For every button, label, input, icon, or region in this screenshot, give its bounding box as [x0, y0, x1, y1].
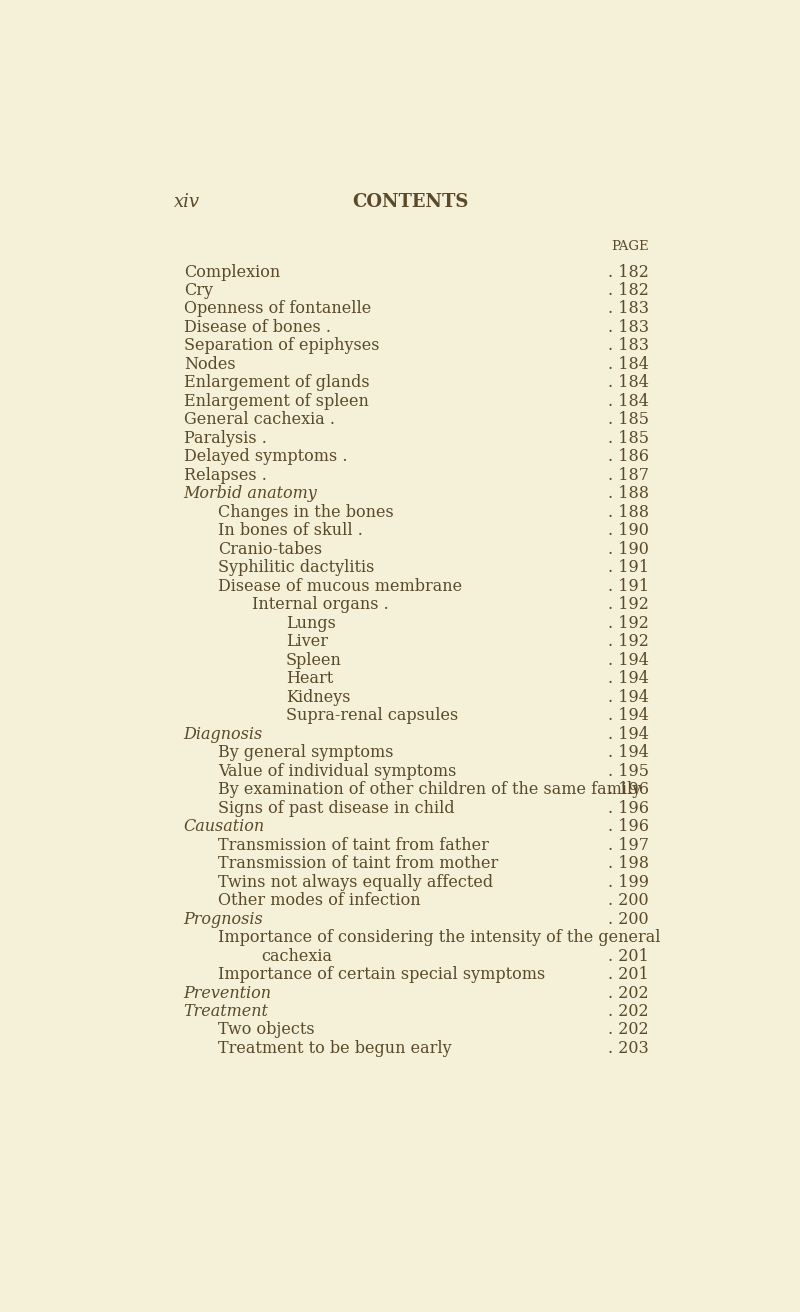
Text: . 188: . 188	[608, 485, 649, 502]
Text: Treatment: Treatment	[184, 1002, 269, 1019]
Text: . 199: . 199	[608, 874, 649, 891]
Text: Treatment to be begun early: Treatment to be begun early	[218, 1040, 451, 1057]
Text: Signs of past disease in child: Signs of past disease in child	[218, 799, 454, 816]
Text: . 198: . 198	[608, 855, 649, 872]
Text: . 200: . 200	[608, 911, 649, 928]
Text: Syphilitic dactylitis: Syphilitic dactylitis	[218, 559, 374, 576]
Text: Cranio-tabes: Cranio-tabes	[218, 541, 322, 558]
Text: Separation of epiphyses: Separation of epiphyses	[184, 337, 379, 354]
Text: Causation: Causation	[184, 819, 265, 836]
Text: . 191: . 191	[608, 577, 649, 594]
Text: . 196: . 196	[608, 819, 649, 836]
Text: Enlargement of spleen: Enlargement of spleen	[184, 392, 369, 409]
Text: . 190: . 190	[608, 541, 649, 558]
Text: Paralysis .: Paralysis .	[184, 430, 266, 447]
Text: In bones of skull .: In bones of skull .	[218, 522, 362, 539]
Text: . 194: . 194	[608, 726, 649, 743]
Text: Openness of fontanelle: Openness of fontanelle	[184, 300, 371, 318]
Text: . 196: . 196	[608, 799, 649, 816]
Text: By general symptoms: By general symptoms	[218, 744, 394, 761]
Text: Supra-renal capsules: Supra-renal capsules	[286, 707, 458, 724]
Text: CONTENTS: CONTENTS	[352, 193, 468, 211]
Text: Prognosis: Prognosis	[184, 911, 263, 928]
Text: Other modes of infection: Other modes of infection	[218, 892, 421, 909]
Text: Morbid anatomy: Morbid anatomy	[184, 485, 318, 502]
Text: Importance of considering the intensity of the general: Importance of considering the intensity …	[218, 929, 660, 946]
Text: . 194: . 194	[608, 652, 649, 669]
Text: Value of individual symptoms: Value of individual symptoms	[218, 762, 456, 779]
Text: . 183: . 183	[608, 319, 649, 336]
Text: . 190: . 190	[608, 522, 649, 539]
Text: cachexia: cachexia	[262, 947, 332, 964]
Text: Prevention: Prevention	[184, 984, 272, 1001]
Text: . 203: . 203	[608, 1040, 649, 1057]
Text: Two objects: Two objects	[218, 1022, 314, 1039]
Text: . 200: . 200	[608, 892, 649, 909]
Text: . 185: . 185	[608, 412, 649, 429]
Text: Spleen: Spleen	[286, 652, 342, 669]
Text: PAGE: PAGE	[611, 240, 649, 253]
Text: . 184: . 184	[608, 374, 649, 391]
Text: . 194: . 194	[608, 744, 649, 761]
Text: . 192: . 192	[608, 596, 649, 613]
Text: . 183: . 183	[608, 337, 649, 354]
Text: Nodes: Nodes	[184, 356, 235, 373]
Text: Liver: Liver	[286, 634, 328, 651]
Text: Internal organs .: Internal organs .	[252, 596, 389, 613]
Text: . 202: . 202	[608, 1002, 649, 1019]
Text: xiv: xiv	[174, 193, 200, 211]
Text: . 188: . 188	[608, 504, 649, 521]
Text: Delayed symptoms .: Delayed symptoms .	[184, 449, 347, 466]
Text: Twins not always equally affected: Twins not always equally affected	[218, 874, 493, 891]
Text: . 184: . 184	[608, 356, 649, 373]
Text: Complexion: Complexion	[184, 264, 280, 281]
Text: . 186: . 186	[608, 449, 649, 466]
Text: Disease of mucous membrane: Disease of mucous membrane	[218, 577, 462, 594]
Text: . 194: . 194	[608, 707, 649, 724]
Text: . 192: . 192	[608, 634, 649, 651]
Text: . 192: . 192	[608, 615, 649, 632]
Text: By examination of other children of the same family: By examination of other children of the …	[218, 781, 641, 798]
Text: Transmission of taint from father: Transmission of taint from father	[218, 837, 489, 854]
Text: . 194: . 194	[608, 670, 649, 687]
Text: . 183: . 183	[608, 300, 649, 318]
Text: . 182: . 182	[608, 282, 649, 299]
Text: . 182: . 182	[608, 264, 649, 281]
Text: Transmission of taint from mother: Transmission of taint from mother	[218, 855, 498, 872]
Text: . 201: . 201	[608, 966, 649, 983]
Text: . 185: . 185	[608, 430, 649, 447]
Text: Cry: Cry	[184, 282, 213, 299]
Text: Diagnosis: Diagnosis	[184, 726, 263, 743]
Text: . 202: . 202	[608, 1022, 649, 1039]
Text: Kidneys: Kidneys	[286, 689, 350, 706]
Text: . 184: . 184	[608, 392, 649, 409]
Text: Importance of certain special symptoms: Importance of certain special symptoms	[218, 966, 545, 983]
Text: . 197: . 197	[608, 837, 649, 854]
Text: Disease of bones .: Disease of bones .	[184, 319, 330, 336]
Text: . 194: . 194	[608, 689, 649, 706]
Text: Lungs: Lungs	[286, 615, 336, 632]
Text: Relapses .: Relapses .	[184, 467, 266, 484]
Text: . 201: . 201	[608, 947, 649, 964]
Text: . 195: . 195	[608, 762, 649, 779]
Text: Changes in the bones: Changes in the bones	[218, 504, 394, 521]
Text: . 202: . 202	[608, 984, 649, 1001]
Text: Enlargement of glands: Enlargement of glands	[184, 374, 370, 391]
Text: . 187: . 187	[608, 467, 649, 484]
Text: . 191: . 191	[608, 559, 649, 576]
Text: . 196: . 196	[608, 781, 649, 798]
Text: General cachexia .: General cachexia .	[184, 412, 334, 429]
Text: Heart: Heart	[286, 670, 334, 687]
